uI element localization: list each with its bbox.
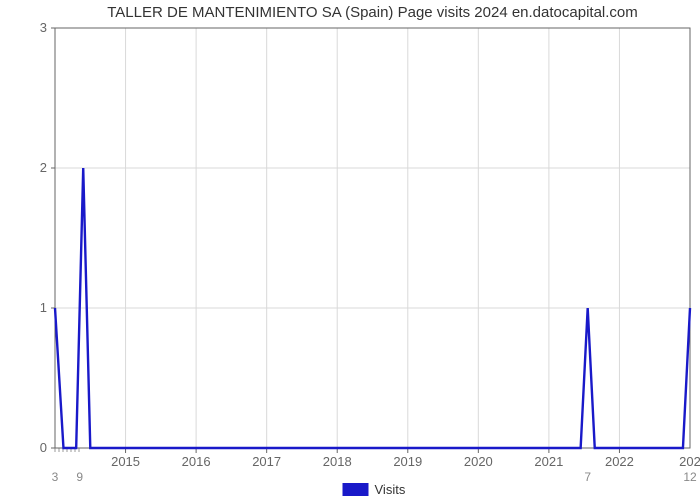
svg-text:202: 202 xyxy=(679,454,700,469)
y-ticks: 0 1 2 3 xyxy=(40,20,55,455)
legend: Visits xyxy=(343,482,406,497)
svg-text:2016: 2016 xyxy=(182,454,211,469)
svg-text:3: 3 xyxy=(40,20,47,35)
svg-text:1: 1 xyxy=(40,300,47,315)
svg-text:9: 9 xyxy=(76,470,83,484)
svg-text:2019: 2019 xyxy=(393,454,422,469)
svg-text:12: 12 xyxy=(683,470,697,484)
gridlines xyxy=(55,28,690,448)
svg-text:3: 3 xyxy=(52,470,59,484)
visits-chart: TALLER DE MANTENIMIENTO SA (Spain) Page … xyxy=(0,0,700,500)
svg-text:2017: 2017 xyxy=(252,454,281,469)
svg-text:2018: 2018 xyxy=(323,454,352,469)
chart-title: TALLER DE MANTENIMIENTO SA (Spain) Page … xyxy=(107,4,638,21)
svg-text:2015: 2015 xyxy=(111,454,140,469)
legend-label: Visits xyxy=(375,482,406,497)
svg-text:7: 7 xyxy=(584,470,591,484)
svg-text:2: 2 xyxy=(40,160,47,175)
svg-text:2020: 2020 xyxy=(464,454,493,469)
svg-text:2021: 2021 xyxy=(534,454,563,469)
plot-border xyxy=(55,28,690,448)
svg-text:2022: 2022 xyxy=(605,454,634,469)
legend-swatch xyxy=(343,483,369,496)
x-ticks-bottom: 2015 2016 2017 2018 2019 2020 2021 2022 202 xyxy=(111,448,700,469)
svg-text:0: 0 xyxy=(40,440,47,455)
